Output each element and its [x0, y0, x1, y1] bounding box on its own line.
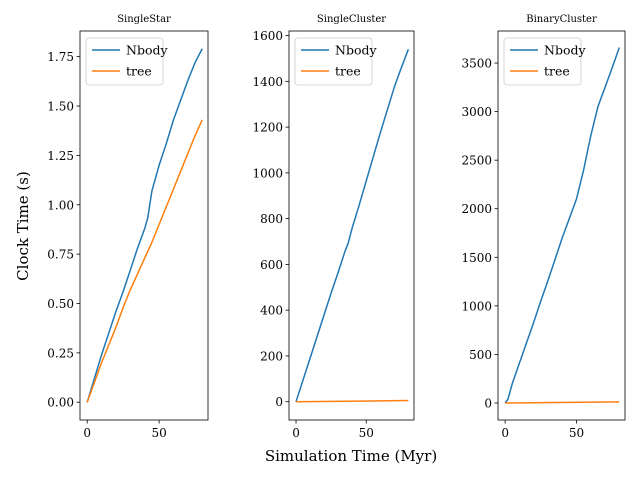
- y-tick-label: 1000: [252, 166, 283, 180]
- y-tick-label: 1600: [252, 29, 283, 43]
- series-line-tree: [505, 401, 620, 404]
- legend-label-tree: tree: [126, 64, 152, 79]
- y-tick-label: 0.00: [47, 396, 74, 410]
- legend-label-nbody: Nbody: [126, 43, 168, 58]
- y-tick-label: 1400: [252, 75, 283, 89]
- y-tick-label: 200: [260, 349, 283, 363]
- y-tick-label: 1.75: [47, 50, 74, 64]
- x-tick-label: 50: [359, 426, 374, 440]
- y-tick-label: 0: [484, 397, 492, 411]
- x-axis-label: Simulation Time (Myr): [265, 447, 437, 465]
- y-tick-label: 800: [260, 212, 283, 226]
- panel-title: SingleStar: [117, 14, 171, 25]
- y-tick-label: 600: [260, 258, 283, 272]
- y-tick-label: 0: [275, 395, 283, 409]
- x-tick-label: 50: [569, 426, 584, 440]
- y-tick-label: 1.00: [47, 198, 74, 212]
- x-tick-label: 0: [83, 426, 91, 440]
- x-tick-label: 50: [151, 426, 166, 440]
- series-line-tree: [86, 119, 203, 403]
- y-tick-label: 1500: [461, 251, 492, 265]
- series-line-tree: [296, 399, 409, 403]
- y-tick-label: 0.50: [47, 297, 74, 311]
- series-line-nbody: [86, 48, 203, 403]
- y-tick-label: 1000: [461, 299, 492, 313]
- y-tick-label: 2000: [461, 202, 492, 216]
- legend-label-tree: tree: [335, 64, 361, 79]
- x-tick-label: 0: [292, 426, 300, 440]
- axes-frame: [497, 30, 626, 421]
- y-axis-label: Clock Time (s): [14, 171, 32, 281]
- y-tick-label: 0.75: [47, 248, 74, 262]
- panel-single-star: SingleStar 0 50 0.00 0.25 0.50 0.75 1.00 1.25 1.5…: [47, 14, 209, 440]
- legend-label-tree: tree: [544, 64, 570, 79]
- y-tick-label: 500: [469, 348, 492, 362]
- series-line-nbody: [504, 47, 620, 404]
- legend-label-nbody: Nbody: [335, 43, 377, 58]
- axes-frame: [288, 30, 415, 421]
- panel-single-cluster: SingleCluster 0 50 0 200 400 600 800 1000 1200 140…: [252, 14, 415, 440]
- y-tick-label: 0.25: [47, 346, 74, 360]
- legend-label-nbody: Nbody: [544, 43, 586, 58]
- x-tick-label: 0: [501, 426, 509, 440]
- y-tick-label: 1200: [252, 121, 283, 135]
- y-tick-label: 1.50: [47, 100, 74, 114]
- axes-frame: [79, 30, 209, 421]
- y-tick-label: 2500: [461, 154, 492, 168]
- panel-title: BinaryCluster: [526, 14, 597, 25]
- panel-title: SingleCluster: [317, 14, 386, 25]
- y-tick-label: 3500: [461, 57, 492, 71]
- y-tick-label: 400: [260, 304, 283, 318]
- y-tick-label: 3000: [461, 105, 492, 119]
- series-line-nbody: [295, 49, 410, 402]
- y-tick-label: 1.25: [47, 149, 74, 163]
